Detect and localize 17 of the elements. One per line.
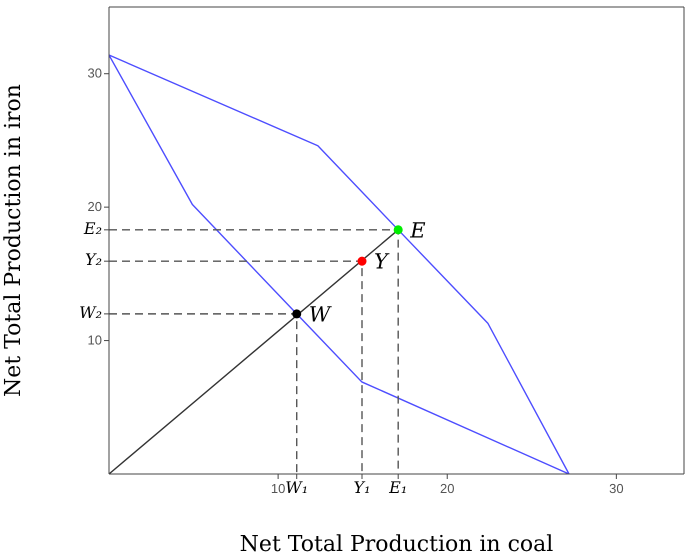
y-tick-label: 30: [88, 66, 102, 81]
x-tick-label: W₁: [285, 478, 308, 497]
x-tick-label: 30: [609, 481, 624, 496]
y-tick-label: E₂: [82, 218, 102, 238]
y-tick-label: W₂: [79, 302, 102, 322]
y-tick-label: Y₂: [85, 250, 102, 270]
x-tick-label: 10: [270, 481, 286, 496]
x-tick-label: Y₁: [354, 478, 370, 497]
annotation: W: [308, 302, 333, 326]
x-tick-label: 20: [440, 481, 454, 496]
y-axis-title: Net Total Production in iron: [0, 84, 26, 397]
annotation: Y: [374, 250, 390, 274]
x-axis-title: Net Total Production in coal: [240, 532, 554, 553]
y-tick-label: 20: [88, 199, 102, 214]
x-tick-label: E₁: [388, 478, 408, 497]
y-tick-label: 10: [88, 332, 102, 348]
annotation: E: [409, 218, 426, 242]
